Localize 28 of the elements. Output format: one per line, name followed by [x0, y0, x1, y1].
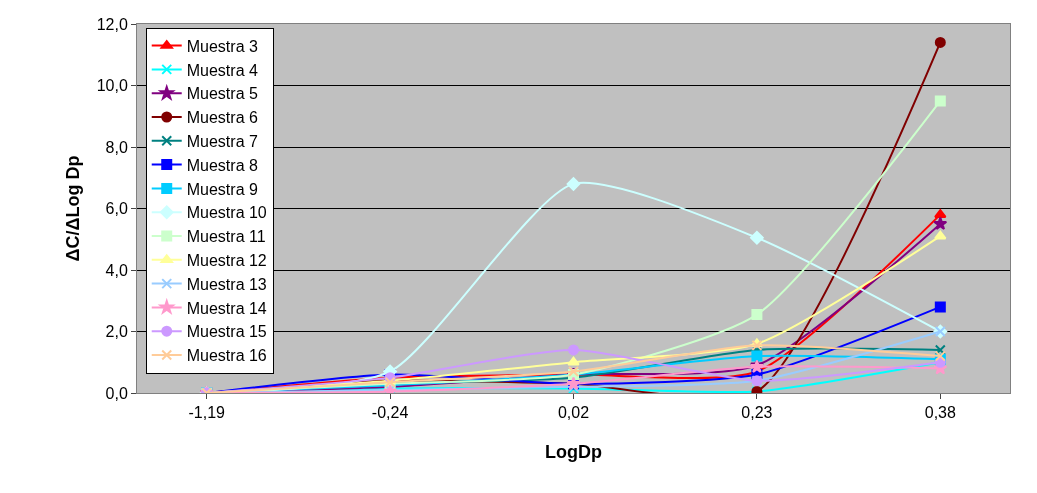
x-tick-label: 0,38 [924, 404, 956, 422]
y-tick-label: 0,0 [105, 384, 128, 402]
legend-label: Muestra 9 [186, 180, 258, 198]
y-tick-label: 2,0 [105, 323, 128, 341]
legend-label: Muestra 8 [186, 156, 258, 174]
y-tick-label: 12,0 [96, 15, 128, 33]
legend-label: Muestra 7 [186, 133, 258, 151]
legend-label: Muestra 10 [186, 204, 267, 222]
legend-label: Muestra 12 [186, 252, 267, 270]
legend-label: Muestra 11 [186, 228, 266, 246]
x-tick-label: 0,23 [741, 404, 773, 422]
x-tick-label: -1,19 [188, 404, 226, 422]
legend-label: Muestra 13 [186, 275, 267, 293]
legend-label: Muestra 15 [186, 323, 267, 341]
x-tick-label: 0,02 [557, 404, 590, 422]
x-axis-title: LogDp [545, 442, 602, 463]
legend-label: Muestra 16 [186, 347, 267, 365]
y-tick-label: 6,0 [105, 200, 128, 218]
y-tick-label: 10,0 [96, 77, 128, 95]
x-tick-label: -0,24 [371, 404, 409, 422]
legend-label: Muestra 14 [186, 299, 267, 317]
y-axis-title: ΔC/ΔLog Dp [62, 155, 83, 262]
legend-label: Muestra 5 [186, 85, 258, 103]
legend-label: Muestra 6 [186, 109, 258, 127]
legend-label: Muestra 4 [186, 61, 258, 79]
y-tick-label: 4,0 [105, 261, 128, 279]
y-tick-label: 8,0 [105, 138, 128, 156]
legend-label: Muestra 3 [186, 37, 258, 55]
